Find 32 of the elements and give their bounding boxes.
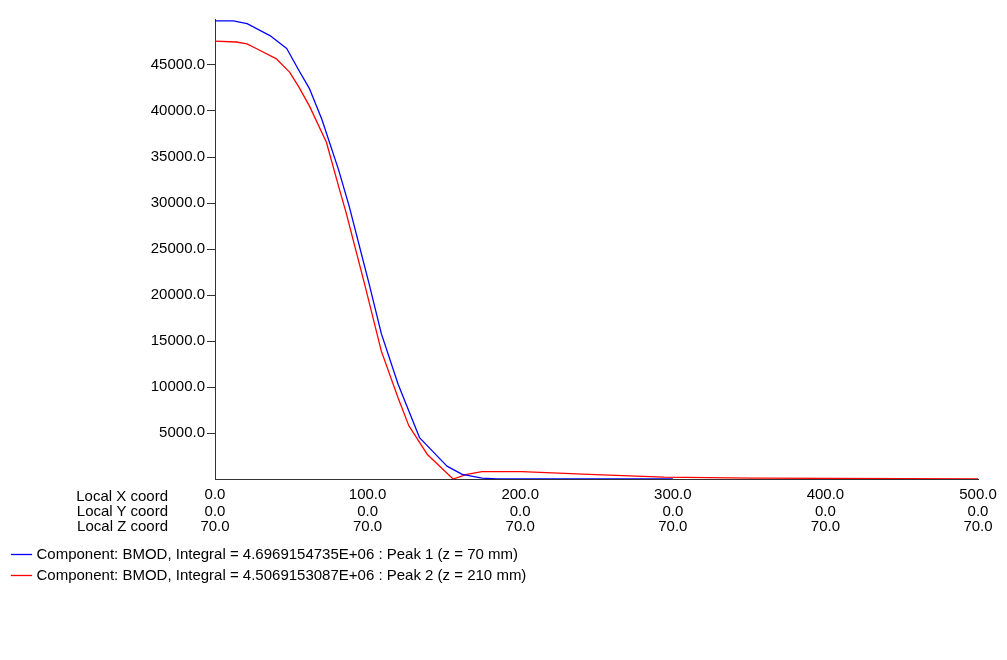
text: 70.0 (810, 516, 840, 534)
text: 0.0 (509, 501, 531, 519)
text: 0.0 (204, 501, 226, 519)
y-tick-label: 15000.0 (150, 331, 205, 349)
text: Local Z coord (77, 516, 168, 534)
y-tick-label: 10000.0 (150, 377, 205, 395)
x-tick-label: 200.0 (501, 485, 539, 503)
x-tick-label: 100.0 (348, 485, 387, 503)
text: 0.0 (357, 501, 379, 519)
y-tick-label: 20000.0 (150, 285, 205, 303)
y-tick-label: 25000.0 (150, 239, 205, 257)
x-tick-label: 0.0 (204, 485, 226, 503)
y-tick-label: 35000.0 (150, 147, 205, 165)
text: 70.0 (963, 516, 993, 534)
x-tick-label: 500.0 (959, 485, 997, 503)
legend-label: Component: BMOD, Integral = 4.5069153087E+06 : Peak 2 (z = 210 mm) (36, 565, 527, 583)
y-tick-label: 5000.0 (159, 423, 205, 441)
text: Local X coord (76, 486, 168, 504)
text: 70.0 (505, 516, 535, 534)
y-tick-label: 45000.0 (150, 55, 205, 73)
text: 70.0 (353, 516, 383, 534)
text: Local Y coord (76, 501, 168, 519)
y-tick-label: 30000.0 (150, 193, 205, 211)
text: 0.0 (814, 501, 836, 519)
legend-label: Component: BMOD, Integral = 4.6969154735E+06 : Peak 1 (z = 70 mm) (36, 544, 519, 562)
text: 0.0 (967, 501, 989, 519)
x-tick-label: 400.0 (806, 485, 845, 503)
text: 70.0 (200, 516, 230, 534)
x-tick-label: 300.0 (654, 485, 692, 503)
text: 70.0 (658, 516, 688, 534)
y-tick-label: 40000.0 (150, 101, 205, 119)
text: 0.0 (662, 501, 684, 519)
